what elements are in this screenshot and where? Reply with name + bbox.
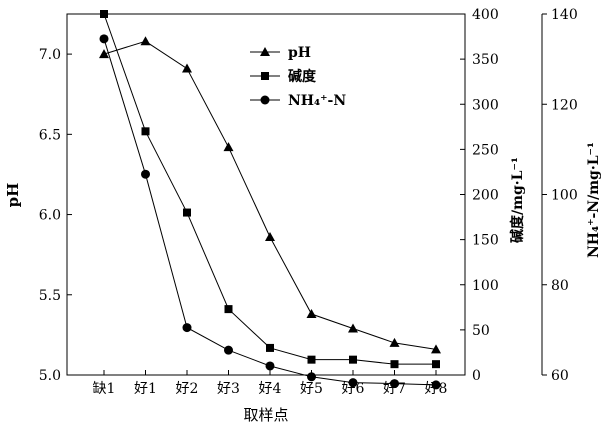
right2-axis-tick-label: 60 xyxy=(551,368,569,384)
left-axis-tick-label: 6.5 xyxy=(39,127,61,143)
legend-label: NH₄⁺-N xyxy=(288,93,346,109)
data-point xyxy=(182,323,192,333)
data-point xyxy=(307,355,316,364)
legend: pH 碱度 NH₄⁺-N xyxy=(250,45,346,109)
data-point xyxy=(99,34,109,44)
data-point xyxy=(224,345,233,355)
legend-label: 碱度 xyxy=(288,68,317,85)
right1-axis-tick-label: 150 xyxy=(472,233,499,249)
x-axis-tick-label: 好3 xyxy=(217,381,240,397)
right1-axis-tick-label: 300 xyxy=(472,97,499,113)
data-point xyxy=(265,232,275,242)
right2-axis-tick-label: 80 xyxy=(551,278,569,294)
data-point xyxy=(100,10,108,18)
right1-axis-label: 碱度/mg·L⁻¹ xyxy=(509,157,526,243)
legend-marker xyxy=(261,72,269,80)
data-point xyxy=(182,63,192,73)
legend-marker xyxy=(260,95,270,105)
x-axis-tick-label: 缺1 xyxy=(93,381,116,397)
right2-axis-tick-label: 100 xyxy=(551,188,578,204)
data-point xyxy=(141,127,150,136)
data-point xyxy=(183,208,191,217)
data-point xyxy=(141,169,150,179)
right2-axis-label: NH₄⁺-N/mg·L⁻¹ xyxy=(586,142,602,258)
series-line xyxy=(103,40,437,350)
data-point xyxy=(99,49,109,59)
series-1 xyxy=(100,10,440,369)
data-point xyxy=(390,360,399,369)
series-line xyxy=(103,13,436,365)
right1-axis-tick-label: 350 xyxy=(472,52,499,68)
left-axis-tick-label: 5.5 xyxy=(39,288,61,304)
data-point xyxy=(390,379,399,389)
x-axis-label: 取样点 xyxy=(243,406,288,424)
right1-axis-tick-label: 50 xyxy=(472,323,490,339)
data-point xyxy=(431,380,441,390)
right2-axis-tick-label: 120 xyxy=(551,97,578,113)
data-point xyxy=(389,337,400,347)
data-point xyxy=(223,142,234,152)
left-axis-label: pH xyxy=(4,183,22,208)
data-point xyxy=(431,344,441,354)
data-point xyxy=(224,305,233,314)
x-axis-tick-label: 好7 xyxy=(383,381,406,397)
data-point xyxy=(306,309,317,319)
right1-axis-tick-label: 100 xyxy=(472,278,499,294)
left-axis-tick-label: 7.0 xyxy=(39,47,61,63)
left-axis-tick-label: 6.0 xyxy=(39,208,61,224)
x-axis-tick-label: 好5 xyxy=(300,381,323,397)
left-axis-tick-label: 5.0 xyxy=(39,368,61,384)
right1-axis-tick-label: 250 xyxy=(472,142,499,158)
data-point xyxy=(432,360,440,369)
data-point xyxy=(348,378,358,388)
right2-axis-tick-label: 140 xyxy=(551,7,578,23)
x-axis-tick-label: 好1 xyxy=(134,381,157,397)
legend-label: pH xyxy=(288,45,311,61)
x-axis-tick-label: 好6 xyxy=(342,381,365,397)
series-2 xyxy=(99,34,441,390)
series-0 xyxy=(99,36,441,354)
legend-marker xyxy=(260,47,270,56)
x-axis-tick-label: 好2 xyxy=(176,381,199,397)
x-axis-tick-label: 好4 xyxy=(259,381,282,397)
right1-axis-tick-label: 400 xyxy=(472,7,499,23)
data-point xyxy=(349,355,357,364)
data-point xyxy=(140,36,151,46)
data-point xyxy=(265,361,275,371)
data-point xyxy=(266,343,274,352)
data-point xyxy=(307,372,316,382)
right1-axis-tick-label: 200 xyxy=(472,188,499,204)
data-point xyxy=(348,323,358,333)
series-line xyxy=(103,38,437,386)
plot-frame xyxy=(66,13,466,376)
right1-axis-tick-label: 0 xyxy=(472,368,481,384)
